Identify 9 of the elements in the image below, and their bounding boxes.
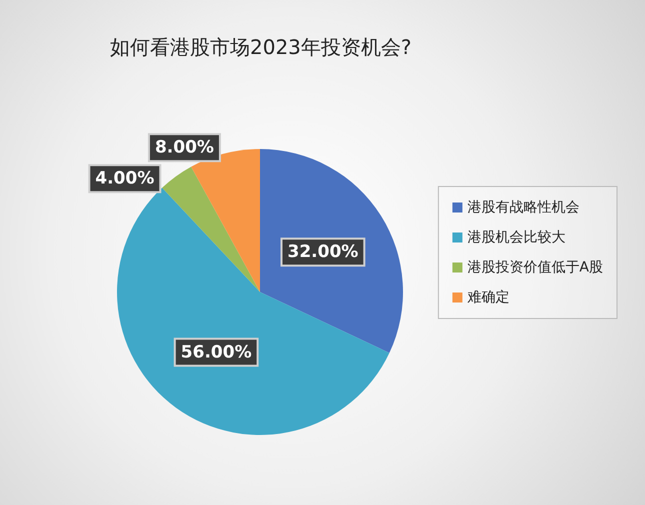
data-label: 8.00%	[154, 138, 214, 158]
legend-label: 港股机会比较大	[467, 230, 566, 246]
data-label: 4.00%	[95, 168, 154, 189]
data-label: 56.00%	[180, 342, 252, 362]
chart-title: 如何看港股市场2023年投资机会?	[110, 35, 412, 59]
legend-label: 难确定	[466, 290, 510, 306]
legend-label: 港股有战略性机会	[467, 200, 580, 216]
legend-label: 港股投资价值低于A股	[467, 260, 603, 276]
data-label: 32.00%	[287, 242, 358, 262]
